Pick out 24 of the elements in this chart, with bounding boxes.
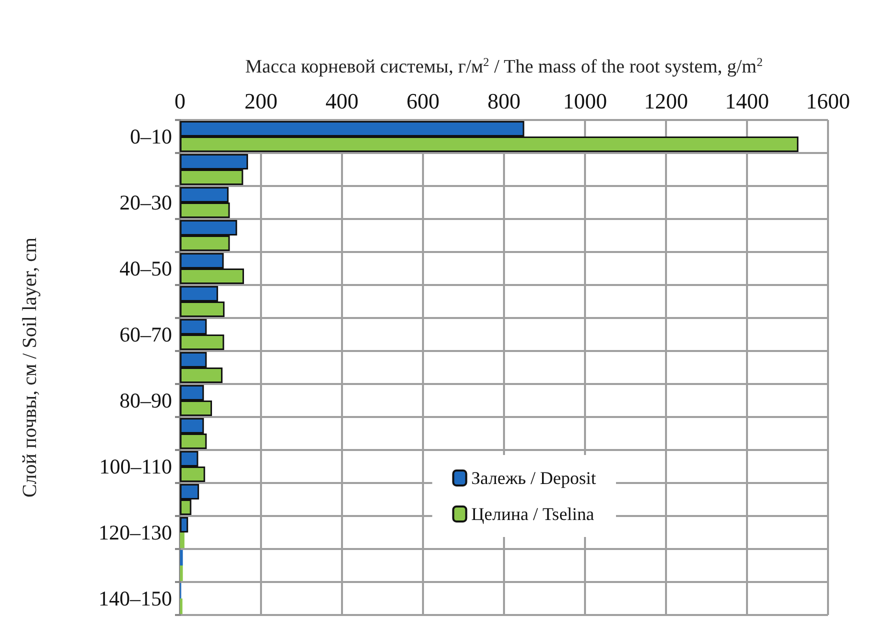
x-tick-label: 1400 [725,88,769,114]
bar [180,516,188,532]
bar [180,532,184,548]
y-tick-label: 40–50 [120,256,172,280]
y-tick-label: 140–150 [98,586,172,610]
y-tick-label: 100–110 [99,454,172,478]
x-tick-label: 400 [326,88,358,114]
y-tick-label: 120–130 [98,520,172,544]
x-tick-label: 200 [244,88,278,114]
legend-label: Залежь / Deposit [471,468,596,488]
legend-label: Целина / Tselina [471,504,594,524]
y-tick-label: 20–30 [120,190,172,214]
y-tick-label: 60–70 [120,322,172,346]
x-tick-label: 1000 [563,88,607,114]
y-axis-title: Слой почвы, см / Soil layer, cm [19,237,41,498]
x-tick-label: 1200 [644,88,688,114]
x-tick-label: 0 [174,88,186,114]
y-tick-label: 0–10 [130,124,172,148]
x-tick-label: 800 [488,88,520,114]
x-tick-label: 1600 [806,88,850,114]
bar [180,550,183,566]
bar [180,566,183,582]
y-tick-label: 80–90 [120,388,172,412]
x-tick-label: 600 [406,88,440,114]
